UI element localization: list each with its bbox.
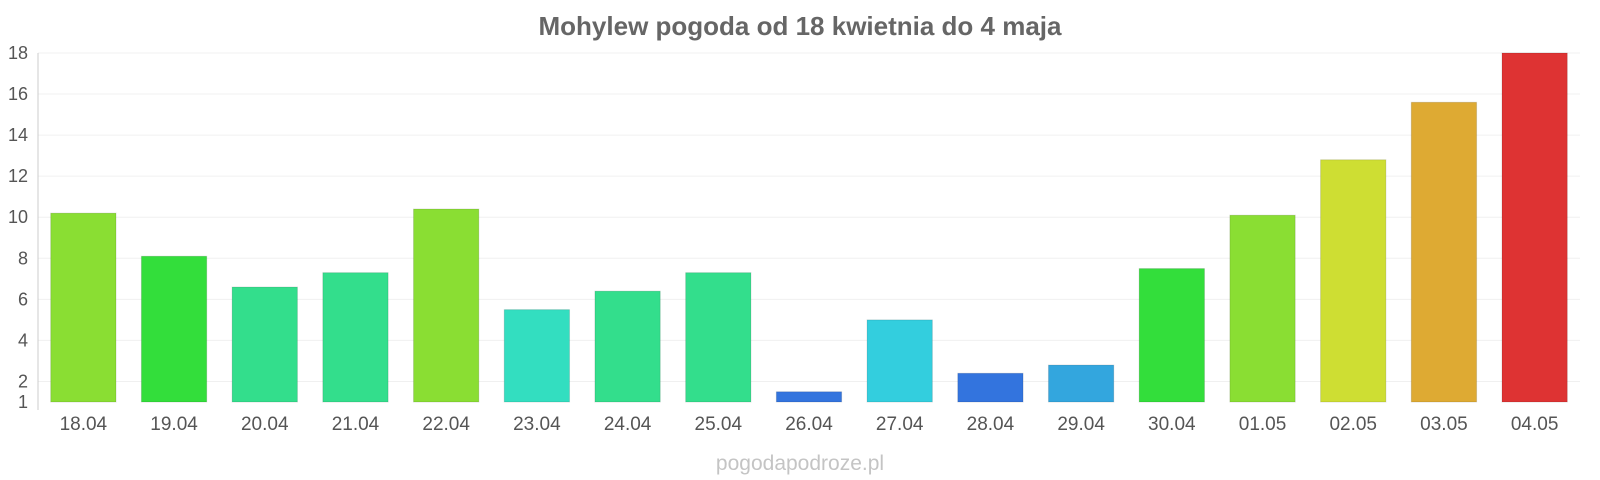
x-tick-label: 01.05 bbox=[1239, 414, 1287, 435]
bar bbox=[1501, 52, 1568, 403]
x-tick-label: 21.04 bbox=[332, 414, 380, 435]
bar bbox=[413, 208, 480, 403]
bar bbox=[775, 391, 843, 403]
y-axis: 12 4 6 8 10 12 14 16 18 bbox=[8, 43, 39, 412]
watermark: pogodapodroze.pl bbox=[716, 452, 884, 475]
x-tick-label: 28.04 bbox=[967, 414, 1015, 435]
y-tick-label: 4 bbox=[18, 330, 28, 350]
bar bbox=[957, 372, 1024, 403]
y-tick-label: 18 bbox=[8, 43, 28, 63]
x-axis: 18.04 19.04 20.04 21.04 22.04 23.04 24.04 25.04… bbox=[60, 414, 1559, 435]
bars bbox=[50, 52, 1568, 403]
bar bbox=[231, 286, 298, 403]
x-tick-label: 23.04 bbox=[513, 414, 561, 435]
bar bbox=[594, 290, 661, 403]
bar bbox=[866, 319, 933, 403]
x-tick-label: 29.04 bbox=[1057, 414, 1105, 435]
x-tick-label: 26.04 bbox=[785, 414, 833, 435]
bar bbox=[1320, 159, 1387, 403]
bar bbox=[1410, 101, 1478, 403]
x-tick-label: 18.04 bbox=[60, 414, 108, 435]
bar bbox=[1229, 214, 1296, 403]
bar bbox=[685, 272, 752, 403]
x-tick-label: 24.04 bbox=[604, 414, 652, 435]
x-tick-label: 20.04 bbox=[241, 414, 289, 435]
y-tick-label: 8 bbox=[18, 248, 28, 268]
bar bbox=[1047, 364, 1115, 403]
y-tick-label: 12 bbox=[8, 166, 28, 186]
y-tick-label: 16 bbox=[8, 84, 28, 104]
chart-title: Mohylew pogoda od 18 kwietnia do 4 maja bbox=[539, 11, 1063, 41]
bar bbox=[140, 255, 208, 403]
x-tick-label: 30.04 bbox=[1148, 414, 1196, 435]
x-tick-label: 22.04 bbox=[422, 414, 470, 435]
x-tick-label: 02.05 bbox=[1329, 414, 1377, 435]
bar bbox=[503, 309, 571, 403]
y-tick-label: 1 bbox=[18, 392, 28, 412]
x-tick-label: 27.04 bbox=[876, 414, 924, 435]
x-tick-label: 03.05 bbox=[1420, 414, 1468, 435]
y-tick-label: 2 bbox=[18, 371, 28, 391]
bar bbox=[50, 212, 117, 403]
bar bbox=[1138, 268, 1205, 403]
y-tick-label: 10 bbox=[8, 207, 28, 227]
x-tick-label: 19.04 bbox=[150, 414, 198, 435]
y-tick-label: 6 bbox=[18, 289, 28, 309]
bar bbox=[322, 272, 389, 403]
y-tick-label: 14 bbox=[8, 125, 28, 145]
x-tick-label: 04.05 bbox=[1511, 414, 1559, 435]
x-tick-label: 25.04 bbox=[695, 414, 743, 435]
